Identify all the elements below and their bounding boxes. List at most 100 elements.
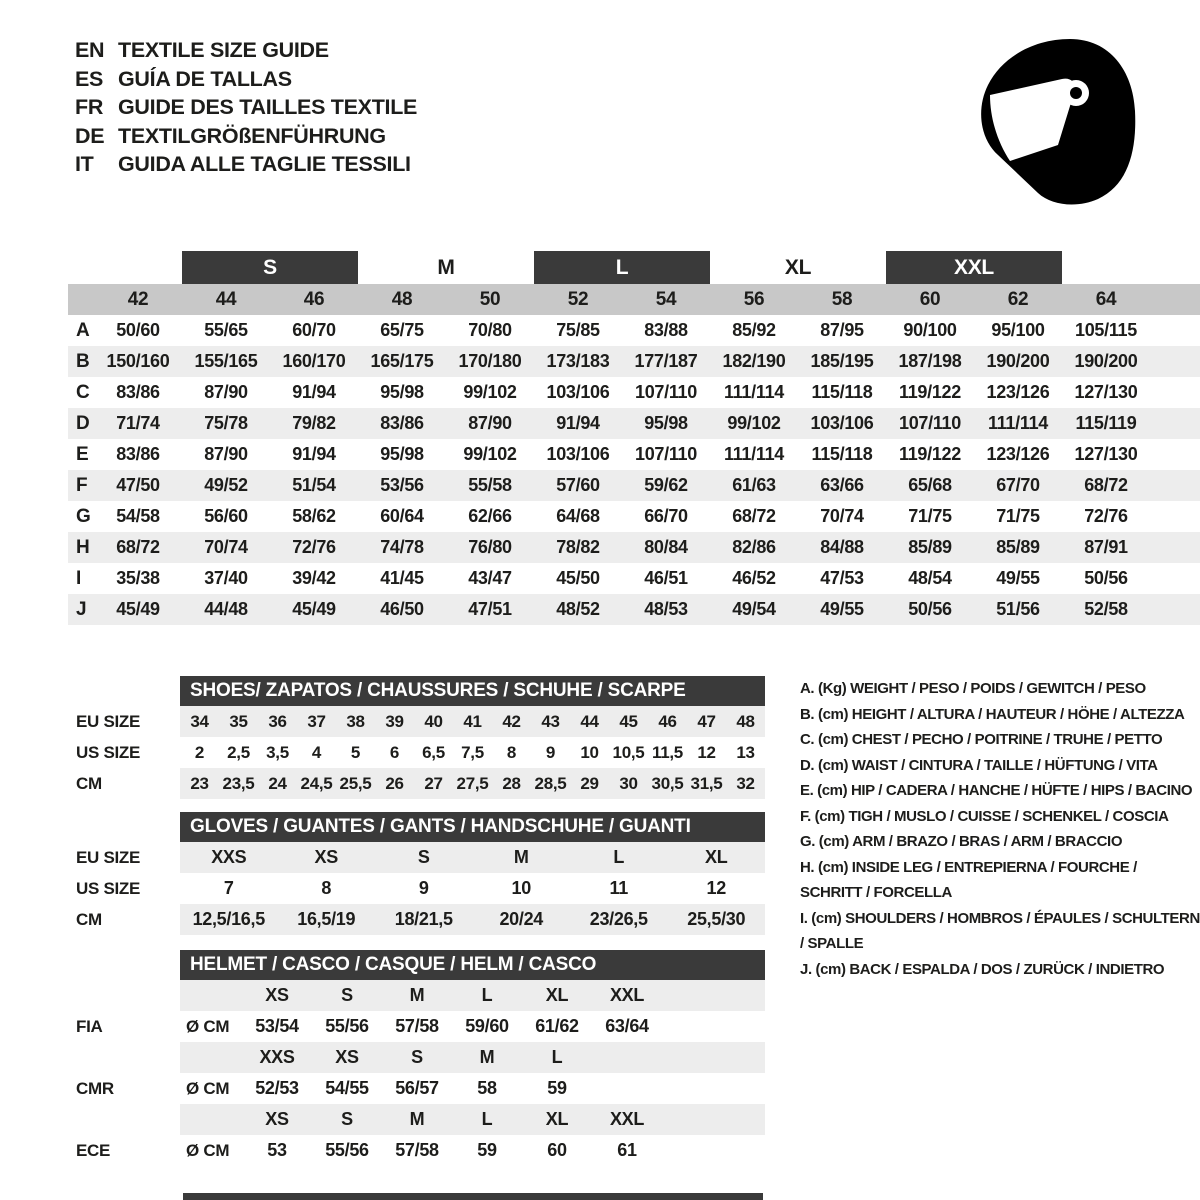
table-cell: 68/72: [1084, 475, 1128, 495]
table-cell: 59/62: [644, 475, 688, 495]
table-cell: 48: [391, 288, 413, 310]
table-cell: 54: [655, 288, 677, 310]
footwear-gloves-helmet-tables: SHOES/ ZAPATOS / CHAUSSURES / SCHUHE / S…: [68, 676, 780, 1166]
language-list: EN TEXTILE SIZE GUIDE ES GUÍA DE TALLAS …: [75, 36, 417, 179]
table-cell: 37: [307, 711, 326, 731]
table-cell: 65/68: [908, 475, 952, 495]
table-cell: 7,5: [461, 742, 484, 762]
table-row-e: E 83/86 87/90 91/94 95/98 99/102 103/106 107/1…: [68, 439, 1200, 470]
table-cell: 6: [389, 742, 400, 762]
table-cell: 75/85: [556, 320, 600, 340]
table-cell: 47/51: [468, 599, 512, 619]
table-cell: 30: [619, 773, 638, 793]
table-cell: 49/55: [996, 568, 1040, 588]
table-cell: 45/49: [292, 599, 336, 619]
table-cell: 75/78: [204, 413, 248, 433]
row-label: CMR: [76, 1078, 114, 1098]
table-cell: 9: [545, 742, 556, 762]
table-cell: 90/100: [903, 320, 957, 340]
table-cell: XXS: [211, 847, 247, 867]
table-cell: 83/86: [116, 444, 160, 464]
table-cell: S: [341, 985, 353, 1005]
legend-item-b: B. (cm) HEIGHT / ALTURA / HAUTEUR / HÖHE…: [800, 705, 1185, 723]
table-cell: 46: [303, 288, 325, 310]
legend-item-h: H. (cm) INSIDE LEG / ENTREPIERNA / FOURC…: [800, 858, 1137, 902]
table-cell: 50: [479, 288, 501, 310]
table-cell: 5: [350, 742, 361, 762]
unit-label: Ø CM: [186, 1140, 230, 1160]
table-cell: 95/98: [644, 413, 688, 433]
table-cell: 78/82: [556, 537, 600, 557]
table-cell: 18/21,5: [394, 909, 453, 929]
table-cell: 28: [502, 773, 521, 793]
table-cell: 52: [567, 288, 589, 310]
table-cell: 160/170: [282, 351, 346, 371]
table-cell: 111/114: [724, 444, 784, 464]
table-cell: 83/86: [116, 382, 160, 402]
table-cell: 23,5: [222, 773, 255, 793]
table-cell: L: [613, 847, 625, 867]
table-cell: 62/66: [468, 506, 512, 526]
table-cell: 6,5: [422, 742, 445, 762]
table-cell: 105/115: [1075, 320, 1137, 340]
table-cell: 56/60: [204, 506, 248, 526]
table-cell: 57/60: [556, 475, 600, 495]
row-label: I: [76, 567, 81, 589]
table-cell: 40: [424, 711, 443, 731]
cropped-section-bar: [183, 1193, 763, 1200]
table-cell: 95/100: [991, 320, 1045, 340]
table-cell: 42: [127, 288, 149, 310]
table-cell: XXL: [609, 985, 645, 1005]
size-band-s: S: [182, 251, 358, 284]
table-cell: 52/58: [1084, 599, 1128, 619]
table-cell: 115/119: [1075, 413, 1137, 433]
language-title: GUIDE DES TAILLES TEXTILE: [118, 95, 418, 119]
table-cell: 111/114: [988, 413, 1048, 433]
table-cell: 56: [743, 288, 765, 310]
table-cell: 13: [736, 742, 755, 762]
table-cell: 99/102: [463, 444, 517, 464]
table-cell: 60/70: [292, 320, 336, 340]
table-cell: XL: [545, 1109, 569, 1129]
table-cell: 12: [706, 878, 727, 898]
table-row-h: H 68/72 70/74 72/76 74/78 76/80 78/82 80/84 82/…: [68, 532, 1200, 563]
table-row-f: F 47/50 49/52 51/54 53/56 55/58 57/60 59/62 61/…: [68, 470, 1200, 501]
table-cell: M: [409, 1109, 425, 1129]
table-cell: XS: [265, 1109, 289, 1129]
table-cell: 91/94: [292, 444, 336, 464]
table-cell: 52/53: [255, 1078, 299, 1098]
table-cell: 91/94: [292, 382, 336, 402]
table-cell: 3,5: [266, 742, 289, 762]
table-cell: 71/75: [908, 506, 952, 526]
table-cell: 59: [477, 1140, 497, 1160]
table-cell: 79/82: [292, 413, 336, 433]
table-cell: 49/54: [732, 599, 776, 619]
table-cell: 83/86: [380, 413, 424, 433]
row-label: US SIZE: [76, 878, 141, 898]
table-cell: 64/68: [556, 506, 600, 526]
table-cell: 95/98: [380, 382, 424, 402]
table-cell: 55/58: [468, 475, 512, 495]
gloves-section-header: GLOVES / GUANTES / GANTS / HANDSCHUHE / …: [180, 812, 765, 842]
table-cell: 50/56: [1084, 568, 1128, 588]
table-cell: 2,5: [227, 742, 250, 762]
language-title: GUIDA ALLE TAGLIE TESSILI: [118, 152, 411, 176]
language-title: TEXTILE SIZE GUIDE: [118, 38, 329, 62]
table-cell: 56/57: [395, 1078, 439, 1098]
table-cell: 28,5: [534, 773, 567, 793]
language-code: DE: [75, 123, 105, 148]
table-cell: 85/92: [732, 320, 776, 340]
table-cell: XXL: [609, 1109, 645, 1129]
table-cell: 59: [547, 1078, 567, 1098]
table-cell: 49/52: [204, 475, 248, 495]
unit-label: Ø CM: [186, 1016, 230, 1036]
table-cell: 50/56: [908, 599, 952, 619]
table-cell: 71/74: [116, 413, 160, 433]
row-label: J: [76, 598, 87, 620]
table-cell: 11,5: [652, 742, 683, 762]
table-cell: 99/102: [727, 413, 781, 433]
table-cell: 127/130: [1074, 382, 1138, 402]
table-cell: 27: [424, 773, 443, 793]
size-band-xl: XL: [784, 256, 812, 279]
table-row-d: D 71/74 75/78 79/82 83/86 87/90 91/94 95/98 99/…: [68, 408, 1200, 439]
